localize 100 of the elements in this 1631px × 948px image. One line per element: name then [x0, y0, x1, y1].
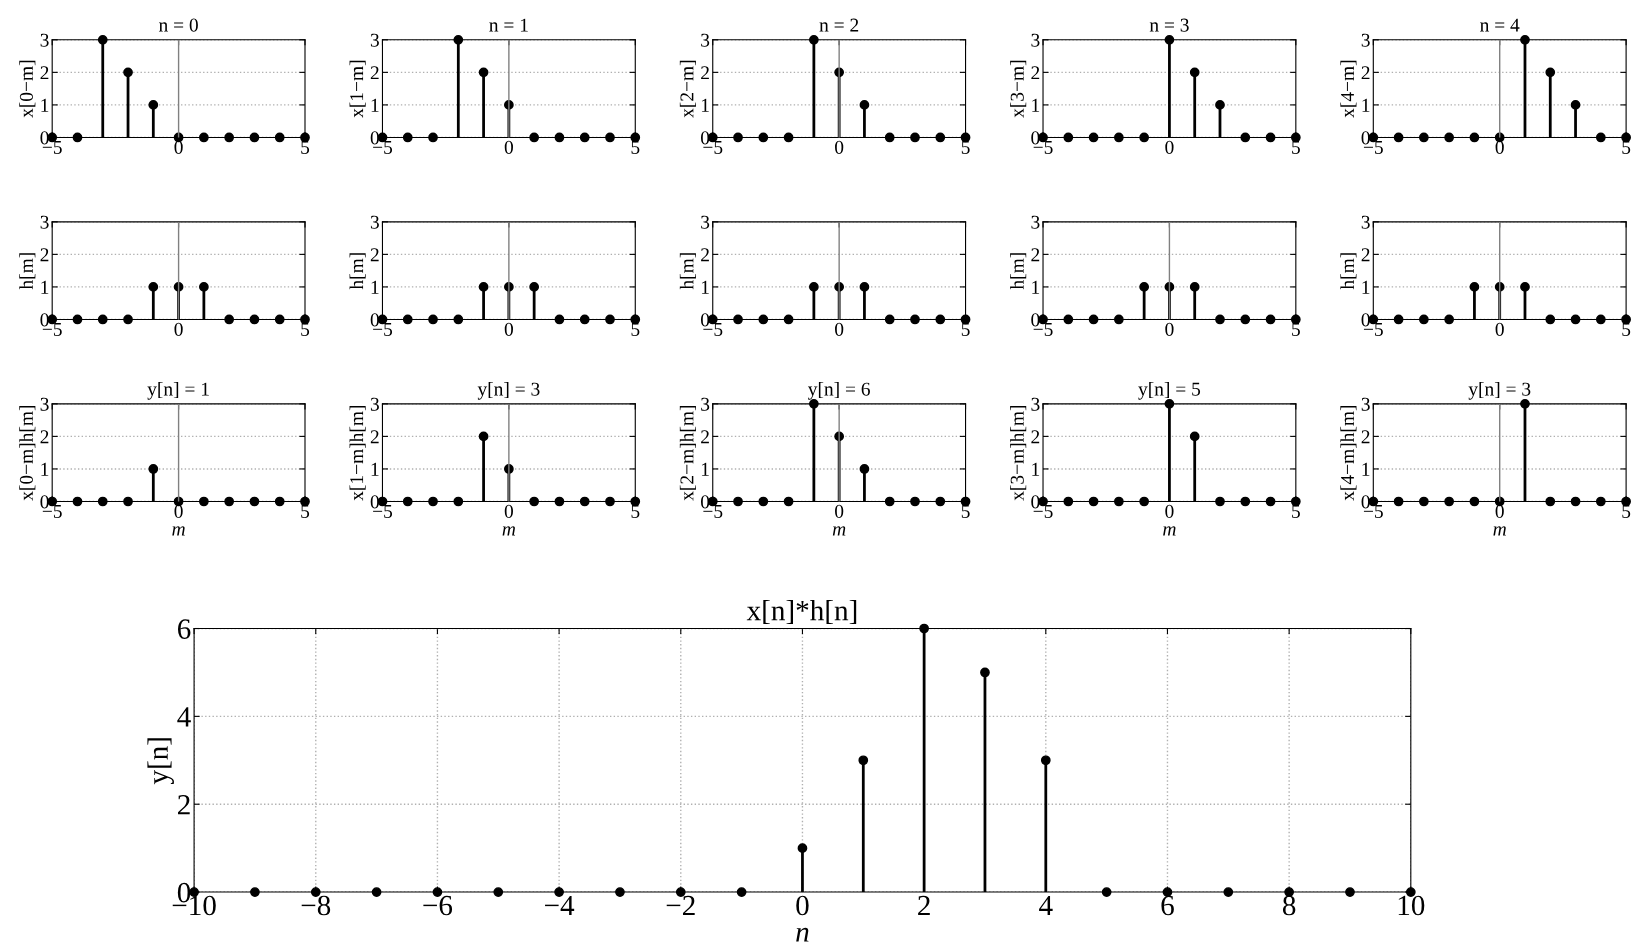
y-tick-label: 3 [40, 397, 49, 411]
y-tick-label: 2 [370, 66, 379, 80]
y-tick-label: 2 [1031, 66, 1040, 80]
x-tick-label: −8 [301, 895, 331, 916]
y-tick-label: 1 [701, 98, 709, 112]
y-axis-title: x[0−m]h[m] [19, 405, 36, 501]
x-tick-label: 0 [835, 504, 844, 518]
chart-title: n = 4 [1480, 18, 1520, 32]
x-tick-label: 0 [1165, 140, 1174, 154]
chart-title: y[n] = 6 [807, 382, 870, 400]
y-tick-label: 2 [1031, 430, 1040, 444]
y-tick-label: 1 [371, 280, 379, 294]
y-tick-label: 3 [1031, 215, 1040, 229]
chart-title: n = 0 [158, 18, 198, 32]
y-tick-label: 3 [1031, 397, 1040, 411]
chart-title: n = 3 [1149, 18, 1189, 32]
x-axis-title: m [1163, 526, 1176, 536]
y-tick-label: 1 [41, 280, 49, 294]
x-tick-label: 0 [835, 140, 844, 154]
x-axis-title: m [502, 526, 516, 536]
x-axis-title: m [172, 526, 185, 536]
chart-title: y[n] = 3 [1468, 382, 1531, 400]
y-axis-title: x[4−m] [1340, 60, 1357, 118]
y-tick-label: 1 [1362, 280, 1370, 294]
y-tick-label: 2 [370, 430, 379, 444]
y-tick-label: 2 [701, 430, 709, 444]
x-tick-label: 0 [1495, 322, 1504, 336]
y-tick-label: 2 [40, 248, 49, 262]
x-axis-title: n [796, 927, 809, 942]
chart-title: n = 1 [489, 18, 528, 32]
y-tick-label: 4 [177, 707, 191, 727]
y-tick-label: 1 [1032, 280, 1040, 294]
x-tick-label: −2 [666, 895, 695, 916]
y-axis-title: x[1−m]h[m] [349, 405, 366, 501]
x-tick-label: 0 [1165, 322, 1174, 336]
y-axis-title: h[m] [679, 253, 696, 290]
y-tick-label: 1 [41, 462, 49, 476]
chart-title: x[n]*h[n] [746, 599, 857, 625]
y-axis-title: h[m] [19, 253, 36, 290]
x-tick-label: −6 [423, 895, 453, 916]
chart-title: y[n] = 1 [147, 382, 209, 400]
y-axis-title: x[0−m] [19, 60, 36, 118]
y-tick-label: 2 [178, 795, 190, 815]
y-tick-label: 3 [370, 397, 379, 411]
x-tick-label: 6 [1161, 895, 1174, 916]
x-tick-label: −4 [545, 895, 575, 916]
x-axis-title: m [1493, 526, 1506, 536]
y-tick-label: 3 [40, 33, 49, 47]
y-tick-label: 2 [1361, 248, 1370, 262]
x-tick-label: 0 [504, 504, 513, 518]
y-tick-label: 1 [1032, 462, 1040, 476]
y-tick-label: 3 [701, 397, 710, 411]
y-tick-label: 3 [701, 215, 710, 229]
y-tick-label: 3 [1361, 33, 1370, 47]
y-axis-title: x[4−m]h[m] [1340, 405, 1357, 501]
y-tick-label: 1 [701, 462, 709, 476]
chart-title: y[n] = 5 [1138, 382, 1201, 400]
y-tick-label: 1 [41, 98, 49, 112]
y-tick-label: 2 [1361, 66, 1370, 80]
y-tick-label: 1 [371, 462, 379, 476]
y-tick-label: 1 [371, 98, 379, 112]
x-tick-label: 0 [1165, 504, 1174, 518]
x-tick-label: 10 [1398, 895, 1425, 916]
y-tick-label: 3 [370, 215, 379, 229]
y-tick-label: 2 [370, 248, 379, 262]
y-tick-label: 3 [370, 33, 379, 47]
y-tick-label: 2 [701, 66, 709, 80]
y-axis-title: h[m] [349, 253, 366, 290]
y-axis-title: x[2−m] [679, 60, 696, 118]
x-tick-label: 0 [504, 322, 513, 336]
y-tick-label: 2 [1361, 430, 1370, 444]
x-tick-label: 0 [835, 322, 844, 336]
y-axis-title: x[3−m]h[m] [1010, 405, 1027, 501]
x-axis-title: m [832, 526, 846, 536]
y-tick-label: 2 [1031, 248, 1040, 262]
x-tick-label: 2 [918, 895, 930, 916]
chart-title: n = 2 [819, 18, 859, 32]
y-tick-label: 1 [1362, 462, 1370, 476]
y-tick-label: 3 [701, 33, 710, 47]
y-axis-title: x[2−m]h[m] [679, 405, 696, 501]
x-tick-label: 8 [1282, 895, 1296, 916]
y-tick-label: 3 [1361, 397, 1370, 411]
y-tick-label: 3 [1031, 33, 1040, 47]
x-tick-label: 0 [796, 895, 809, 916]
x-tick-label: 0 [504, 140, 513, 154]
y-tick-label: 2 [40, 430, 49, 444]
y-tick-label: 1 [701, 280, 709, 294]
y-tick-label: 2 [701, 248, 709, 262]
y-axis-title: h[m] [1010, 253, 1027, 290]
y-tick-label: 3 [40, 215, 49, 229]
y-tick-label: 6 [177, 619, 191, 639]
y-axis-title: y[n] [147, 738, 174, 785]
y-tick-label: 1 [1362, 98, 1370, 112]
y-axis-title: h[m] [1340, 253, 1357, 290]
y-axis-title: x[3−m] [1010, 60, 1027, 118]
chart-title: y[n] = 3 [477, 382, 540, 400]
y-tick-label: 1 [1032, 98, 1040, 112]
y-axis-title: x[1−m] [349, 60, 366, 118]
y-tick-label: 2 [40, 66, 49, 80]
y-tick-label: 3 [1361, 215, 1370, 229]
